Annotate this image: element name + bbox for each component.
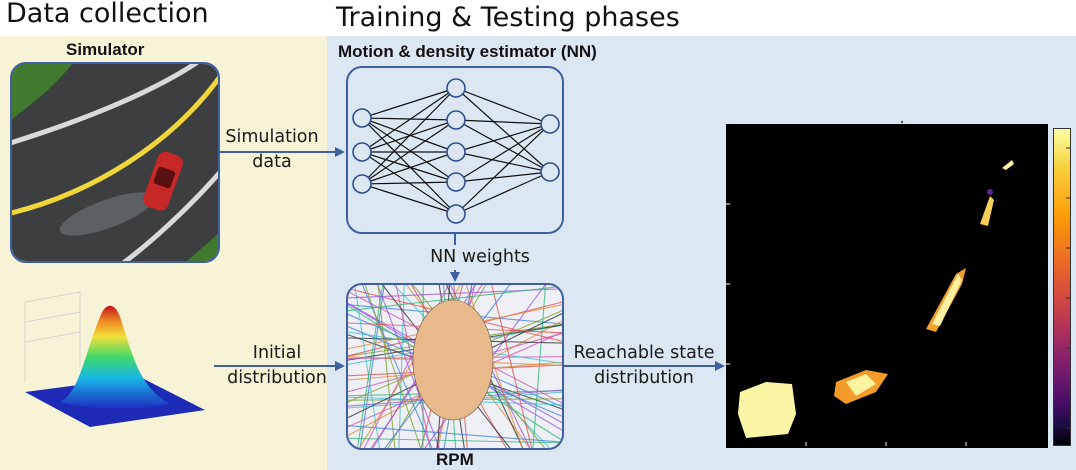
nn-edge xyxy=(361,87,457,119)
data-collection-heading: Data collection xyxy=(6,0,209,29)
simulation-data-line2: data xyxy=(252,152,292,172)
nn-node xyxy=(446,110,466,130)
nn-edge xyxy=(455,87,551,173)
nn-edge xyxy=(361,117,457,121)
nn-edge xyxy=(361,117,457,215)
nn-edge xyxy=(455,123,551,183)
nn-edge xyxy=(361,87,457,185)
training-testing-heading: Training & Testing phases xyxy=(336,2,680,33)
nn-node xyxy=(446,172,466,192)
nn-edge xyxy=(455,151,551,173)
nn-edge xyxy=(361,119,457,185)
simulator-image xyxy=(10,62,220,263)
nn-node xyxy=(446,78,466,98)
heatmap-ticks xyxy=(726,120,967,446)
nn-edge xyxy=(455,123,551,153)
nn-node xyxy=(446,204,466,224)
rpm-line xyxy=(377,285,396,448)
rpm-box xyxy=(346,283,564,450)
reachable-state-label: Reachable state distribution xyxy=(562,341,726,391)
nn-edge xyxy=(361,181,457,185)
simulation-data-label: Simulation data xyxy=(216,125,328,175)
nn-node xyxy=(540,114,560,134)
gaussian-surface-icon xyxy=(24,291,205,427)
nn-edge xyxy=(455,171,551,183)
nn-node xyxy=(352,108,372,128)
nn-edge xyxy=(361,151,457,183)
estimator-label: Motion & density estimator (NN) xyxy=(338,42,597,61)
initial-distribution-label: Initial distribution xyxy=(214,341,340,391)
rpm-line xyxy=(532,285,547,448)
simulator-label: Simulator xyxy=(66,40,145,59)
reachable-heatmap xyxy=(726,124,1048,448)
reachable-state-line2: distribution xyxy=(594,368,694,388)
nn-edge xyxy=(361,183,457,215)
nn-edge xyxy=(455,119,551,125)
nn-edge xyxy=(455,119,551,173)
rpm-line xyxy=(398,285,405,448)
nn-edge xyxy=(455,123,551,215)
rpm-line xyxy=(356,285,384,448)
initial-distribution-line1: Initial xyxy=(252,343,302,363)
rpm-line xyxy=(377,285,440,448)
nn-node xyxy=(540,162,560,182)
nn-weights-label: NN weights xyxy=(410,245,550,270)
rpm-line xyxy=(354,285,381,448)
nn-node xyxy=(446,142,466,162)
nn-edge xyxy=(361,151,457,185)
colorbar-ticks xyxy=(1066,147,1071,429)
nn-edge xyxy=(361,117,457,153)
nn-edge xyxy=(455,171,551,215)
reachable-density-icon xyxy=(738,160,1014,438)
rpm-polytope-icon xyxy=(348,285,562,448)
car-road-icon xyxy=(12,64,218,261)
rpm-label: RPM xyxy=(436,450,474,469)
simulation-data-line1: Simulation xyxy=(225,127,319,147)
nn-edge xyxy=(361,117,457,183)
rpm-line xyxy=(361,285,433,448)
rpm-line xyxy=(364,285,422,448)
nn-node xyxy=(352,174,372,194)
rpm-line xyxy=(348,285,562,312)
reachable-state-line1: Reachable state xyxy=(573,343,715,363)
rpm-line xyxy=(465,285,523,448)
nn-edge xyxy=(455,87,551,125)
initial-distribution-line2: distribution xyxy=(227,368,327,388)
colorbar xyxy=(1053,128,1071,446)
nn-node xyxy=(352,142,372,162)
rpm-line xyxy=(491,285,533,448)
neural-network-box xyxy=(346,66,564,234)
neural-network-icon xyxy=(352,78,560,224)
nn-edge xyxy=(361,87,457,153)
